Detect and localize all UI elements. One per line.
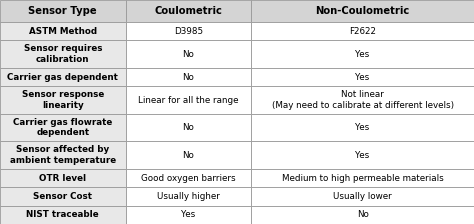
Text: NIST traceable: NIST traceable: [27, 210, 99, 219]
Bar: [0, 68, 126, 86]
Bar: [251, 169, 474, 187]
Text: Usually higher: Usually higher: [157, 192, 220, 201]
Text: Medium to high permeable materials: Medium to high permeable materials: [282, 174, 444, 183]
Text: Yes: Yes: [356, 73, 370, 82]
Bar: [251, 114, 474, 141]
Text: Non-Coulometric: Non-Coulometric: [316, 6, 410, 16]
Text: OTR level: OTR level: [39, 174, 86, 183]
Bar: [251, 40, 474, 68]
Bar: [126, 22, 251, 40]
Bar: [251, 86, 474, 114]
Text: Not linear
(May need to calibrate at different levels): Not linear (May need to calibrate at dif…: [272, 90, 454, 110]
Text: Yes: Yes: [181, 210, 196, 219]
Bar: [251, 187, 474, 206]
Bar: [251, 68, 474, 86]
Text: Coulometric: Coulometric: [155, 6, 222, 16]
Bar: [0, 141, 126, 169]
Bar: [126, 68, 251, 86]
Text: Sensor affected by
ambient temperature: Sensor affected by ambient temperature: [10, 145, 116, 165]
Bar: [126, 169, 251, 187]
Bar: [251, 22, 474, 40]
Bar: [126, 114, 251, 141]
Bar: [0, 22, 126, 40]
Text: Good oxygen barriers: Good oxygen barriers: [141, 174, 236, 183]
Text: Sensor Type: Sensor Type: [28, 6, 97, 16]
Bar: [0, 114, 126, 141]
Text: No: No: [182, 123, 194, 132]
Text: F2622: F2622: [349, 27, 376, 36]
Bar: [0, 169, 126, 187]
Bar: [126, 86, 251, 114]
Bar: [126, 187, 251, 206]
Text: Linear for all the range: Linear for all the range: [138, 96, 239, 105]
Text: No: No: [182, 73, 194, 82]
Bar: [251, 0, 474, 22]
Text: Sensor Cost: Sensor Cost: [33, 192, 92, 201]
Text: Sensor requires
calibration: Sensor requires calibration: [24, 44, 102, 64]
Bar: [126, 206, 251, 224]
Bar: [251, 141, 474, 169]
Bar: [126, 0, 251, 22]
Bar: [251, 206, 474, 224]
Text: Usually lower: Usually lower: [333, 192, 392, 201]
Text: No: No: [356, 210, 369, 219]
Bar: [126, 40, 251, 68]
Text: No: No: [182, 151, 194, 160]
Text: Carrier gas dependent: Carrier gas dependent: [8, 73, 118, 82]
Bar: [0, 40, 126, 68]
Bar: [0, 0, 126, 22]
Bar: [0, 86, 126, 114]
Text: D3985: D3985: [174, 27, 203, 36]
Text: Yes: Yes: [356, 123, 370, 132]
Bar: [126, 141, 251, 169]
Bar: [0, 206, 126, 224]
Text: Yes: Yes: [356, 50, 370, 59]
Text: No: No: [182, 50, 194, 59]
Text: Carrier gas flowrate
dependent: Carrier gas flowrate dependent: [13, 118, 112, 137]
Text: ASTM Method: ASTM Method: [29, 27, 97, 36]
Text: Sensor response
linearity: Sensor response linearity: [22, 90, 104, 110]
Text: Yes: Yes: [356, 151, 370, 160]
Bar: [0, 187, 126, 206]
